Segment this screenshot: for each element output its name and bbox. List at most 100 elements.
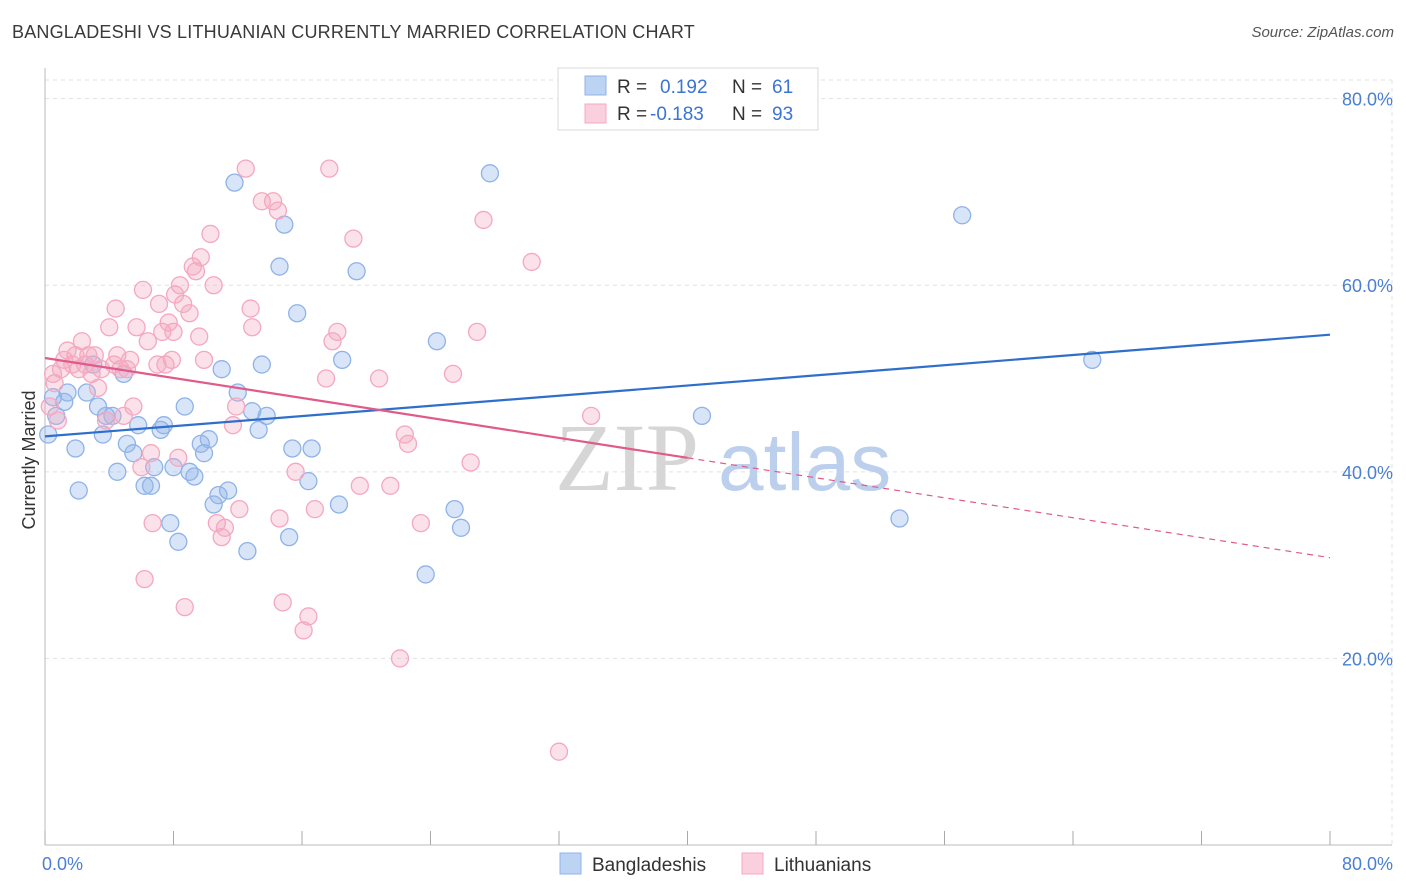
bottom-legend-swatch-lithuanians — [741, 852, 764, 875]
data-point — [381, 476, 400, 495]
data-point — [223, 416, 243, 435]
data-point — [316, 369, 336, 388]
data-point — [329, 495, 349, 514]
data-point — [88, 378, 108, 398]
y-tick-label: 20.0% — [1342, 649, 1393, 669]
data-point — [175, 397, 194, 416]
y-tick-label: 60.0% — [1342, 276, 1393, 296]
data-point — [204, 276, 223, 295]
data-point — [77, 383, 96, 402]
data-point — [124, 444, 143, 463]
data-point — [390, 649, 410, 668]
data-point — [161, 513, 180, 533]
axes — [44, 68, 1392, 846]
legend-r-value-1: -0.183 — [650, 104, 704, 125]
legend-n-label-0: N = — [732, 77, 762, 98]
data-point — [283, 439, 302, 458]
data-point — [411, 513, 431, 533]
watermark-zip: ZIP — [555, 404, 699, 511]
data-point — [170, 276, 190, 295]
data-point — [225, 173, 244, 192]
data-point — [286, 462, 305, 481]
data-point — [226, 397, 246, 416]
data-point — [451, 518, 471, 537]
data-point — [96, 406, 116, 426]
data-point — [173, 294, 193, 314]
data-point — [186, 262, 206, 281]
data-point — [1083, 350, 1102, 370]
data-point — [199, 430, 218, 449]
data-point — [323, 332, 342, 351]
source-label: Source: ZipAtlas.com — [1251, 24, 1394, 41]
data-point — [145, 458, 164, 477]
data-point — [133, 280, 153, 300]
data-point — [48, 411, 67, 430]
data-point — [241, 299, 260, 318]
data-point — [114, 406, 133, 426]
trend-line — [44, 356, 688, 459]
y-tick-label: 40.0% — [1342, 463, 1393, 483]
data-point — [953, 206, 972, 225]
data-point — [132, 458, 151, 477]
data-point — [398, 434, 418, 453]
data-point — [190, 327, 209, 346]
data-point — [194, 444, 214, 463]
chart-title: BANGLADESHI VS LITHUANIAN CURRENTLY MARR… — [12, 22, 695, 42]
data-point — [185, 467, 204, 486]
series-lithuanians-points — [40, 159, 601, 761]
data-point — [209, 486, 228, 505]
data-point — [135, 569, 154, 589]
bottom-legend-label-lithuanians: Lithuanians — [774, 855, 871, 876]
data-point — [445, 499, 464, 519]
data-point — [263, 192, 283, 211]
data-point — [194, 350, 214, 370]
data-point — [270, 509, 289, 528]
data-point — [268, 201, 288, 220]
data-point — [100, 318, 119, 337]
data-point — [141, 444, 161, 463]
data-point — [106, 299, 125, 318]
x-tick-label: 80.0% — [1342, 854, 1393, 874]
data-point — [522, 252, 541, 272]
data-point — [305, 499, 325, 519]
legend-r-label-0: R = — [617, 77, 647, 98]
data-point — [302, 439, 321, 458]
data-point — [273, 593, 292, 612]
y-tick-label: 80.0% — [1342, 90, 1393, 110]
data-point — [461, 453, 480, 472]
data-point — [270, 257, 289, 276]
data-point — [129, 416, 148, 435]
data-point — [215, 518, 235, 537]
data-point — [143, 513, 162, 533]
data-point — [141, 476, 161, 495]
data-point — [93, 425, 112, 444]
data-point — [138, 332, 157, 351]
data-point — [344, 229, 363, 248]
data-point — [212, 360, 231, 379]
data-point — [480, 164, 500, 183]
data-point — [204, 495, 223, 514]
data-point — [230, 499, 249, 519]
legend-swatch-lithuanians — [584, 103, 607, 124]
series-legend: Bangladeshis Lithuanians — [559, 852, 871, 876]
data-point — [369, 369, 389, 388]
data-point — [218, 481, 238, 500]
data-point — [135, 476, 154, 495]
legend-n-value-0: 61 — [772, 77, 793, 98]
data-point — [154, 416, 174, 435]
data-point — [294, 621, 313, 640]
data-point — [149, 294, 169, 314]
data-point — [124, 397, 143, 416]
data-point — [159, 313, 178, 332]
data-point — [127, 318, 146, 337]
data-point — [120, 350, 140, 370]
data-point — [162, 350, 182, 370]
data-point — [890, 509, 909, 528]
data-point — [175, 597, 194, 617]
data-point — [201, 224, 220, 244]
data-point — [58, 383, 77, 402]
data-point — [164, 322, 183, 342]
data-point — [191, 248, 210, 267]
trend-lines — [44, 333, 1331, 559]
bottom-legend-swatch-bangladeshis — [559, 852, 582, 875]
